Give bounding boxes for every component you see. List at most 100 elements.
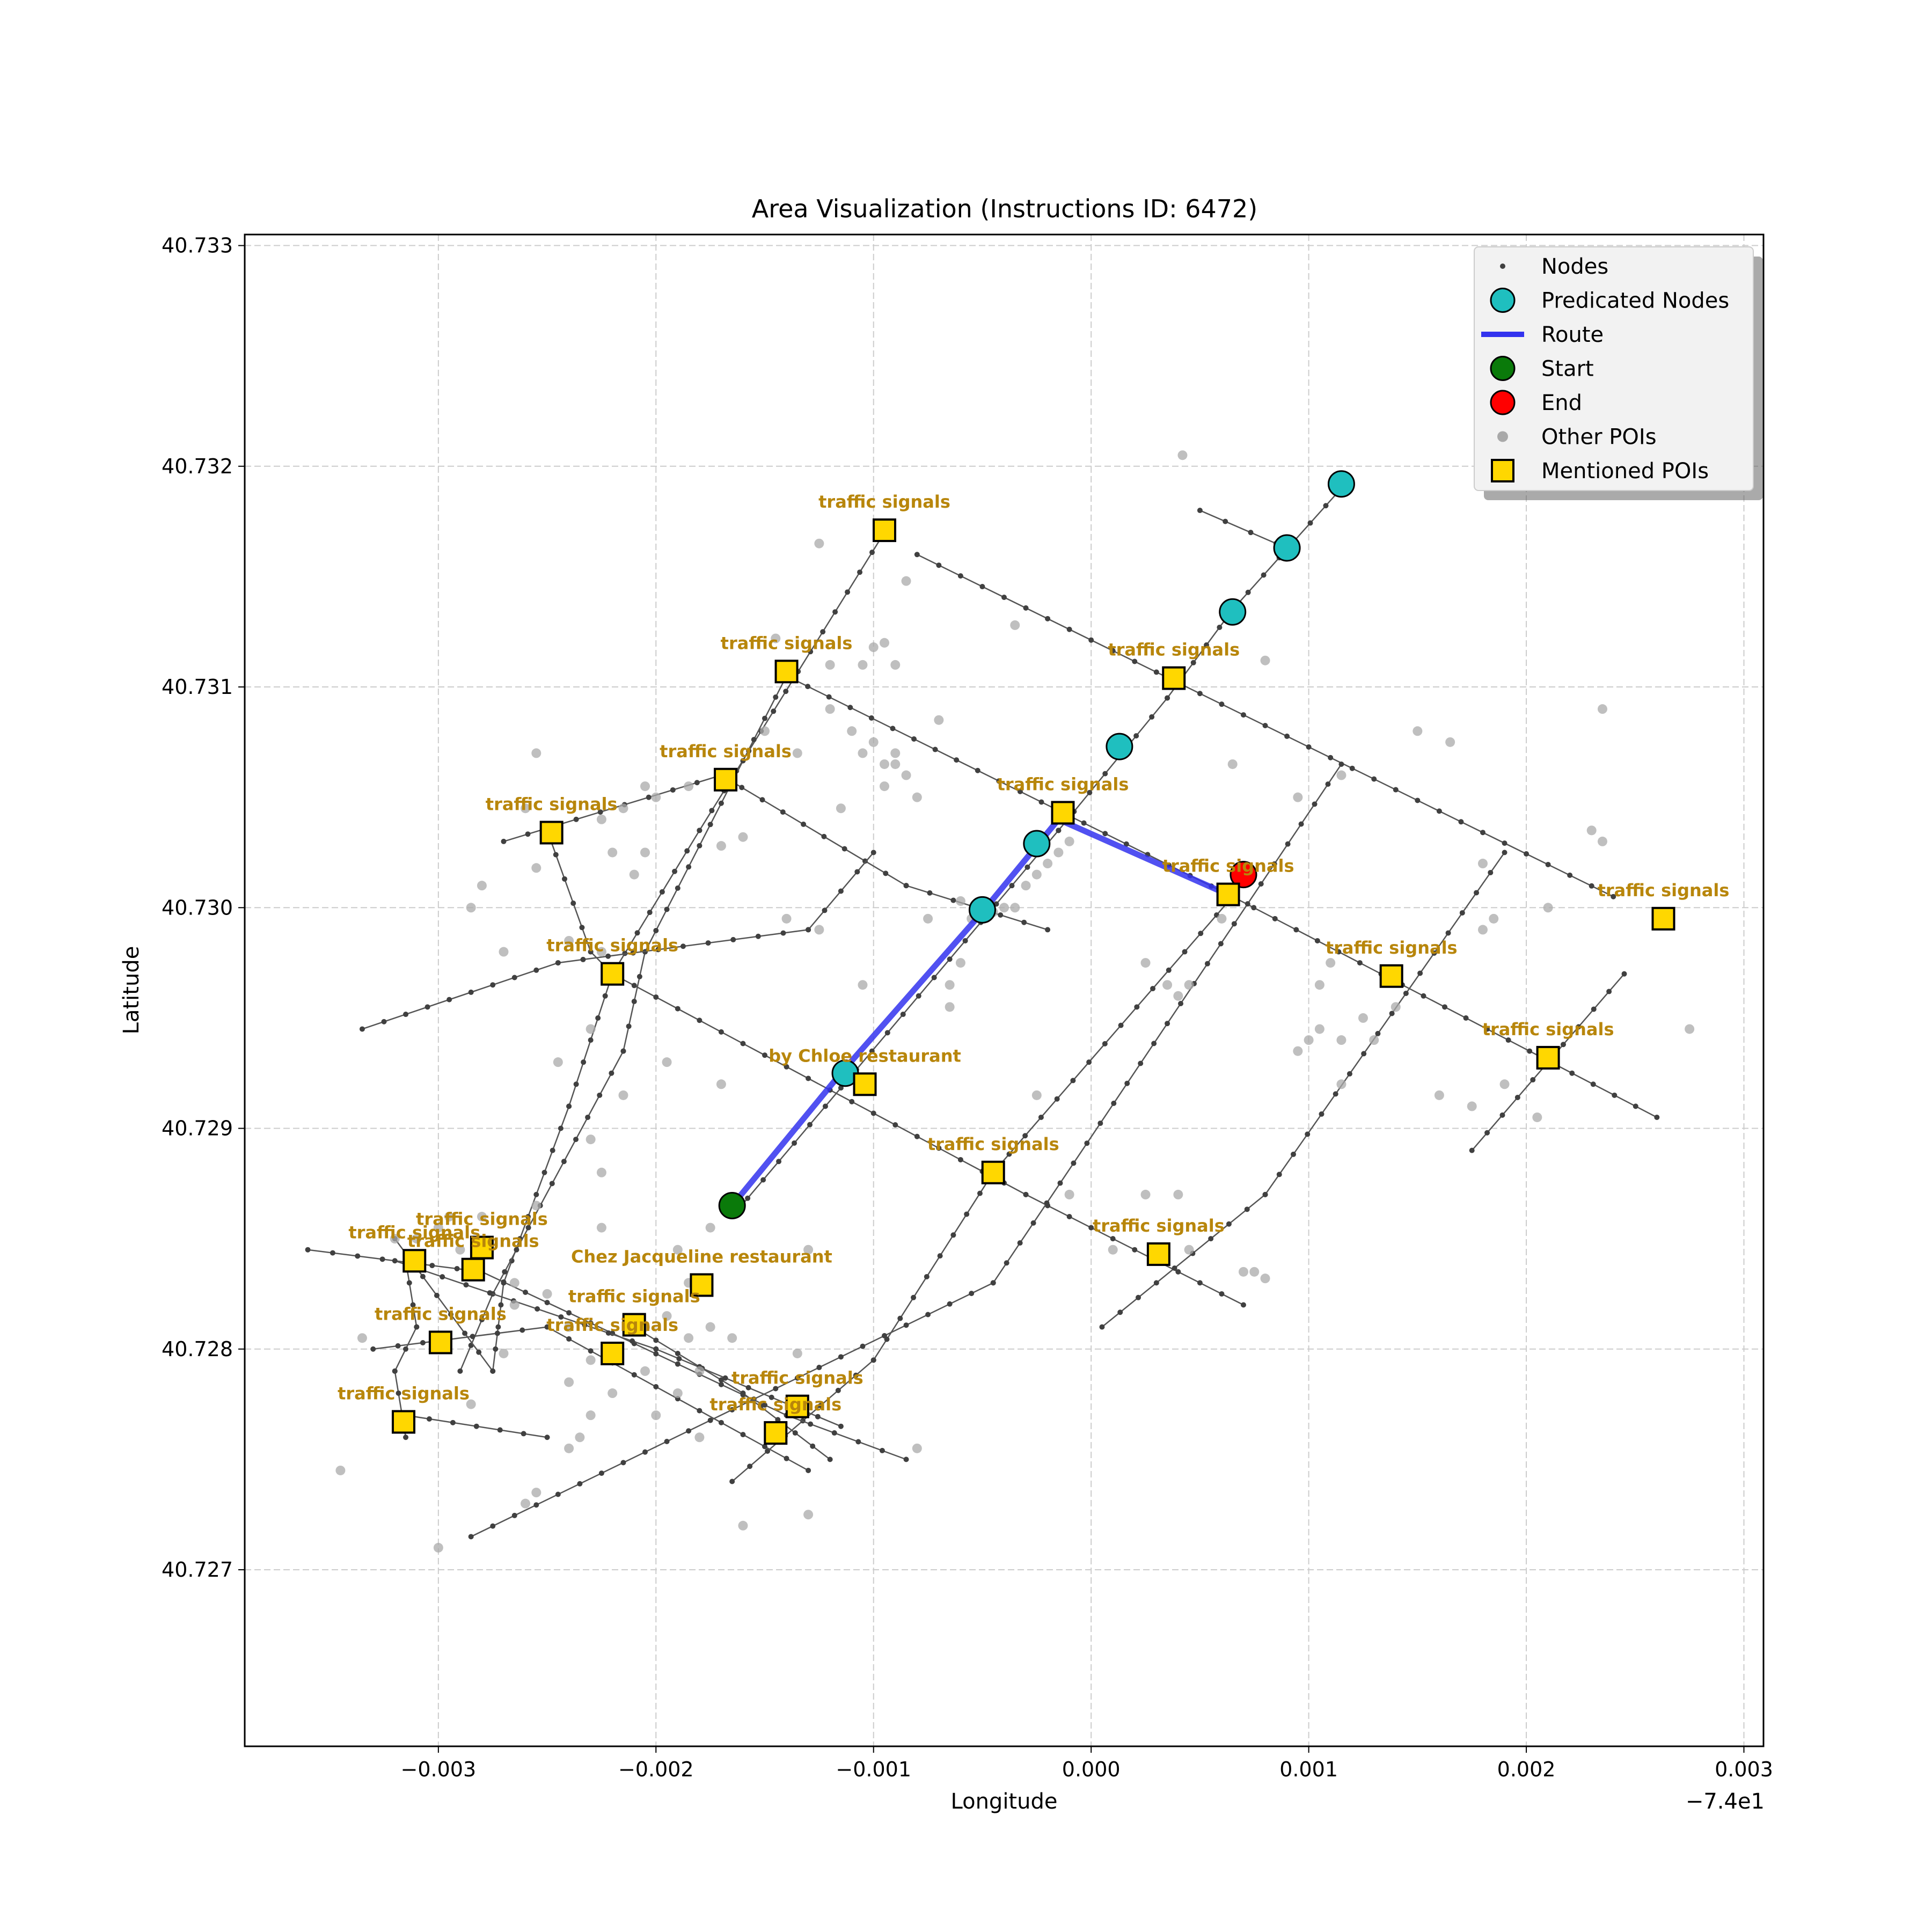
- node-dot: [579, 925, 585, 931]
- other-poi-dot: [1184, 980, 1194, 990]
- node-dot: [1262, 723, 1268, 729]
- other-poi-dot: [596, 947, 606, 957]
- other-poi-dot: [1477, 925, 1488, 935]
- node-dot: [776, 1159, 782, 1165]
- other-poi-dot: [880, 781, 890, 792]
- other-poi-dot: [1021, 881, 1031, 891]
- other-poi-dot: [1173, 991, 1183, 1001]
- node-dot: [903, 1322, 909, 1328]
- node-dot: [957, 573, 963, 579]
- other-poi-dot: [1336, 770, 1346, 780]
- node-dot: [653, 927, 659, 933]
- other-poi-dot: [1260, 655, 1270, 665]
- node-dot: [425, 1004, 430, 1010]
- legend-mentioned-poi-icon: [1491, 459, 1514, 482]
- node-dot: [805, 684, 811, 690]
- node-dot: [806, 1075, 811, 1081]
- node-dot: [392, 1368, 398, 1374]
- node-dot: [1102, 771, 1108, 777]
- other-poi-dot: [651, 1410, 661, 1421]
- mentioned-poi-label: traffic signals: [927, 1134, 1059, 1154]
- node-dot: [1006, 1151, 1012, 1157]
- node-dot: [1110, 1236, 1116, 1242]
- mentioned-poi-marker: [402, 1249, 427, 1273]
- node-dot: [1153, 1280, 1159, 1286]
- legend-other-poi-icon: [1497, 431, 1508, 442]
- node-dot: [697, 843, 702, 848]
- route: [729, 816, 1234, 1208]
- node-dot: [588, 1320, 594, 1326]
- node-dot: [675, 885, 680, 891]
- node-dot: [1070, 1078, 1076, 1084]
- mentioned-poi-marker: [461, 1257, 485, 1282]
- node-dot: [562, 876, 568, 882]
- other-poi-dot: [531, 863, 541, 873]
- node-dot: [595, 1015, 601, 1021]
- node-dot: [979, 584, 985, 590]
- other-poi-dot: [890, 759, 901, 769]
- other-poi-dot: [1249, 1267, 1260, 1277]
- node-dot: [1298, 821, 1304, 827]
- other-poi-dot: [1064, 836, 1074, 846]
- x-tick-label: 0.001: [1279, 1758, 1338, 1781]
- other-poi-dot: [1177, 450, 1188, 460]
- node-dot: [626, 1023, 632, 1029]
- node-dot: [1151, 1041, 1157, 1046]
- node-dot: [1204, 642, 1210, 648]
- node-dot: [1484, 1130, 1490, 1136]
- legend-label: Other POIs: [1541, 425, 1657, 450]
- node-dot: [1138, 1060, 1144, 1066]
- mentioned-poi-marker: [601, 962, 625, 986]
- node-dot: [964, 1211, 970, 1217]
- other-poi-dot: [521, 803, 531, 814]
- node-dot: [1502, 840, 1507, 846]
- node-dot: [870, 1357, 876, 1363]
- node-dot: [769, 1394, 774, 1400]
- node-dot: [1576, 1024, 1582, 1030]
- node-dot: [566, 1336, 572, 1342]
- mentioned-poi-label: traffic signals: [660, 741, 792, 762]
- node-dot: [957, 1157, 963, 1162]
- node-dot: [558, 1314, 564, 1320]
- other-poi-dot: [477, 1212, 487, 1222]
- street-line: [1199, 509, 1277, 544]
- node-dot: [1244, 1206, 1250, 1212]
- node-dot: [519, 1327, 525, 1333]
- node-dot: [1088, 1225, 1094, 1231]
- node-dot: [566, 1310, 572, 1316]
- node-dot: [1030, 1220, 1036, 1226]
- node-dot: [1262, 1191, 1268, 1197]
- mentioned-poi-label: traffic signals: [416, 1209, 548, 1230]
- node-dot: [1371, 776, 1377, 782]
- node-dot: [525, 831, 531, 837]
- node-dot: [1333, 1091, 1338, 1097]
- node-dot: [581, 1059, 587, 1065]
- node-dot: [631, 983, 637, 989]
- node-dot: [1045, 927, 1051, 933]
- node-dot: [1251, 905, 1257, 911]
- node-dot: [762, 1402, 768, 1408]
- other-poi-dot: [335, 1465, 346, 1475]
- other-poi-dot: [694, 1366, 705, 1376]
- node-dot: [1305, 1131, 1311, 1137]
- node-dot: [794, 1375, 800, 1381]
- node-dot: [740, 1432, 746, 1438]
- node-dot: [1445, 930, 1451, 936]
- node-dot: [1291, 1151, 1297, 1157]
- node-dot: [675, 1006, 680, 1012]
- other-poi-dot: [814, 925, 824, 935]
- node-dot: [914, 552, 920, 558]
- other-poi-dot: [781, 913, 792, 924]
- node-dot: [664, 906, 670, 912]
- other-poi-dot: [836, 803, 846, 814]
- route-endpoints: [718, 861, 1257, 1219]
- other-poi-dot: [694, 1432, 705, 1443]
- node-dot: [1271, 861, 1277, 867]
- y-tick-label: 40.731: [162, 675, 233, 699]
- node-dot: [588, 1348, 594, 1354]
- node-dot: [1165, 695, 1170, 701]
- node-dot: [937, 1253, 943, 1259]
- node-dot: [1611, 894, 1616, 899]
- node-dot: [759, 797, 765, 803]
